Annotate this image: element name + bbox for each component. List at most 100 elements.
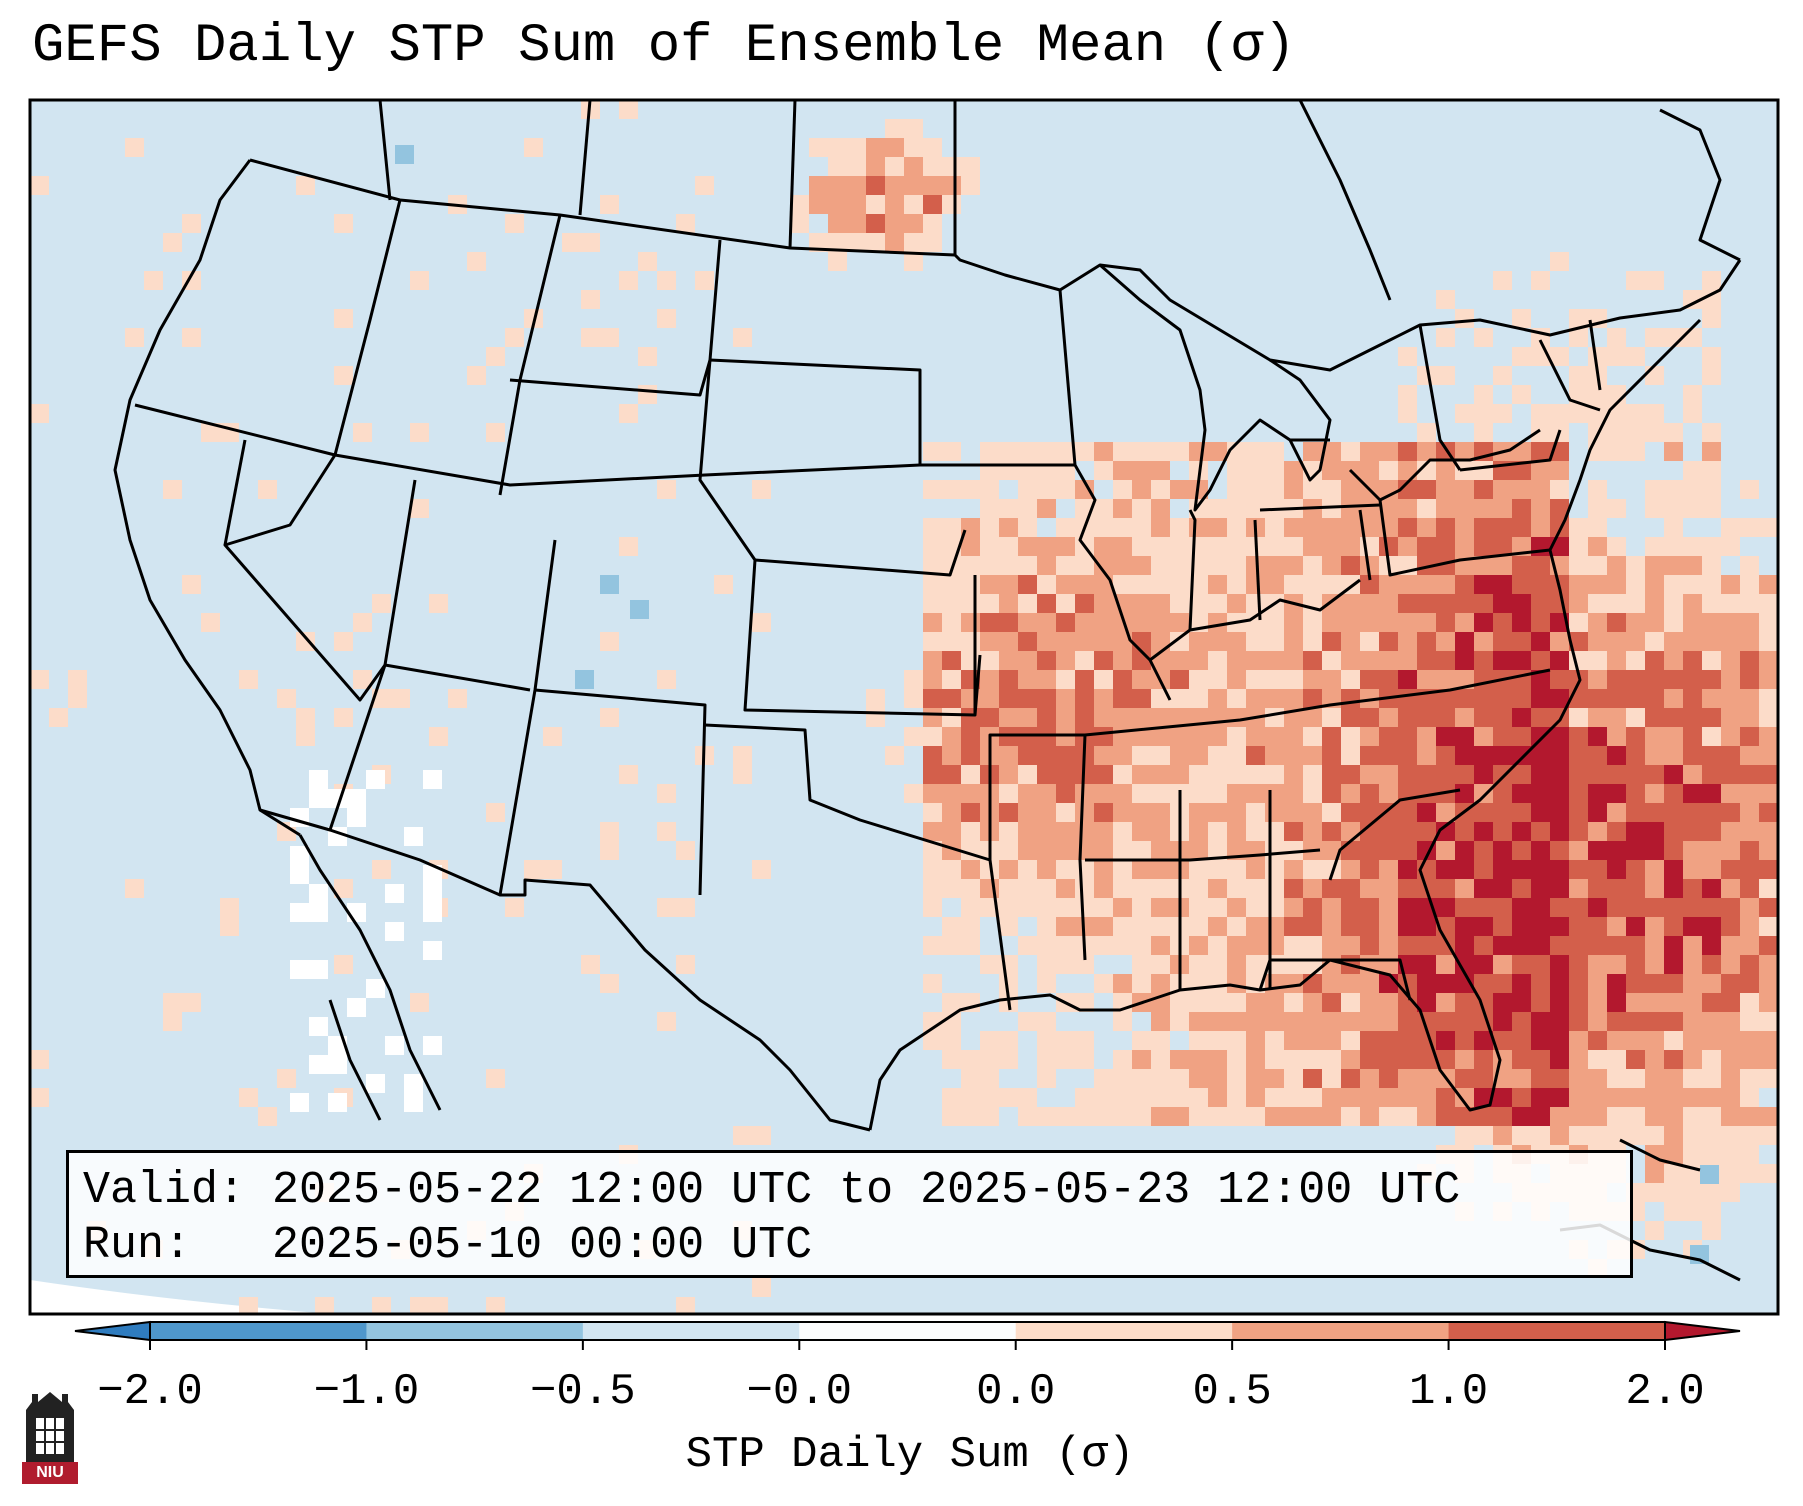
stp-cell: [1094, 632, 1113, 651]
stp-cell: [1037, 841, 1056, 860]
stp-cell: [1474, 556, 1493, 575]
stp-cell: [1322, 727, 1341, 746]
stp-cell: [1664, 1069, 1683, 1088]
stp-cell: [1550, 898, 1569, 917]
stp-cell: [1550, 1107, 1569, 1126]
stp-cell: [1303, 917, 1322, 936]
stp-cell: [961, 1069, 980, 1088]
stp-cell: [1322, 917, 1341, 936]
stp-cell: [1398, 537, 1417, 556]
stp-cell: [904, 195, 923, 214]
stp-cell: [1683, 1088, 1702, 1107]
stp-cell: [1664, 974, 1683, 993]
stp-cell: [1721, 1050, 1740, 1069]
stp-cell: [885, 195, 904, 214]
stp-cell: [1512, 955, 1531, 974]
stp-cell: [1246, 556, 1265, 575]
stp-cell: [1227, 1050, 1246, 1069]
stp-cell: [1037, 1050, 1056, 1069]
stp-cell: [1531, 271, 1550, 290]
stp-cell: [885, 746, 904, 765]
stp-cell: [334, 309, 353, 328]
stp-cell: [1303, 860, 1322, 879]
stp-cell: [1512, 309, 1531, 328]
stp-cell: [1094, 613, 1113, 632]
state-boundaries: [113, 100, 1742, 1282]
stp-cell: [1531, 1069, 1550, 1088]
stp-cell: [1303, 518, 1322, 537]
stp-cell: [1322, 556, 1341, 575]
stp-cell: [1075, 632, 1094, 651]
stp-cell: [1132, 784, 1151, 803]
stp-cell: [1702, 480, 1721, 499]
stp-cell: [1702, 537, 1721, 556]
stp-cell: [1683, 936, 1702, 955]
stp-cell: [1094, 1107, 1113, 1126]
stp-cell: [1246, 879, 1265, 898]
stp-cell: [999, 556, 1018, 575]
stp-cell: [1683, 537, 1702, 556]
stp-cell: [1721, 1069, 1740, 1088]
stp-cell: [1189, 936, 1208, 955]
stp-cell: [1113, 841, 1132, 860]
stp-cell: [1550, 480, 1569, 499]
stp-cell: [942, 1088, 961, 1107]
stp-cell: [1493, 1107, 1512, 1126]
stp-cell: [1645, 1164, 1664, 1183]
stp-cell: [1018, 1107, 1037, 1126]
stp-cell: [296, 727, 315, 746]
stp-cell: [1493, 803, 1512, 822]
stp-cell: [68, 670, 87, 689]
stp-cell: [1417, 708, 1436, 727]
stp-cell: [885, 138, 904, 157]
stp-cell: [1075, 613, 1094, 632]
stp-cell: [1417, 575, 1436, 594]
stp-cell: [1702, 1012, 1721, 1031]
valid-info-box: Valid: 2025-05-22 12:00 UTC to 2025-05-2…: [66, 1150, 1633, 1278]
stp-cell: [1474, 537, 1493, 556]
stp-cell: [923, 898, 942, 917]
stp-cell: [1037, 803, 1056, 822]
stp-cell: [1322, 1031, 1341, 1050]
stp-cell: [1721, 936, 1740, 955]
stp-cell: [1037, 1107, 1056, 1126]
stp-cell: [49, 708, 68, 727]
stp-cell: [1626, 936, 1645, 955]
stp-cell: [1569, 1031, 1588, 1050]
stp-cell: [1132, 480, 1151, 499]
stp-cell: [904, 214, 923, 233]
stp-cell: [1417, 784, 1436, 803]
stp-cell: [1740, 594, 1759, 613]
stp-cell: [1702, 613, 1721, 632]
stp-cell: [942, 537, 961, 556]
stp-cell: [1322, 442, 1341, 461]
stp-cell: [1588, 575, 1607, 594]
stp-cell: [942, 822, 961, 841]
stp-cell: [1056, 537, 1075, 556]
stp-cell: [1398, 841, 1417, 860]
stp-cell: [999, 822, 1018, 841]
stp-cell-negative: [630, 600, 649, 619]
stp-cell: [1683, 594, 1702, 613]
stp-cell: [1455, 936, 1474, 955]
stp-cell: [1398, 670, 1417, 689]
stp-cell: [1056, 1031, 1075, 1050]
stp-cell: [1037, 632, 1056, 651]
stp-cell: [1664, 1031, 1683, 1050]
stp-cell: [1721, 594, 1740, 613]
stp-cell: [1721, 898, 1740, 917]
stp-cell: [1151, 765, 1170, 784]
stp-cell: [1474, 499, 1493, 518]
stp-cell: [619, 100, 638, 119]
stp-cell: [1569, 651, 1588, 670]
stp-cell: [1569, 1050, 1588, 1069]
stp-cell: [1493, 651, 1512, 670]
stp-cell: [1645, 708, 1664, 727]
stp-cell: [581, 290, 600, 309]
stp-cell: [296, 632, 315, 651]
stp-cell: [1189, 898, 1208, 917]
stp-cell: [1094, 461, 1113, 480]
stp-cell-neutral: [423, 903, 442, 922]
stp-cell: [1227, 670, 1246, 689]
stp-cell: [1208, 1069, 1227, 1088]
